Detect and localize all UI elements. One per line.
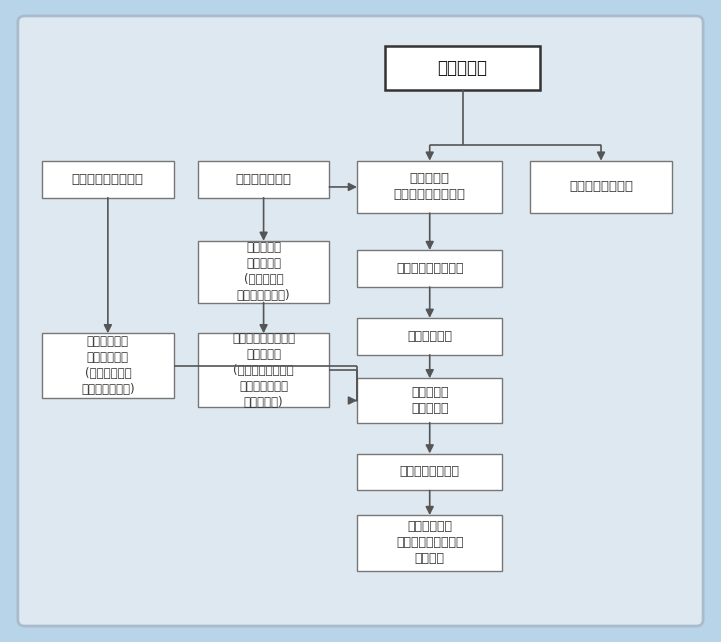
FancyBboxPatch shape	[357, 515, 503, 571]
FancyBboxPatch shape	[42, 333, 174, 398]
Text: 売掛金勘定: 売掛金勘定	[438, 58, 487, 76]
FancyBboxPatch shape	[198, 241, 329, 302]
Text: プロジェクトの管理: プロジェクトの管理	[72, 173, 144, 186]
FancyBboxPatch shape	[357, 160, 503, 213]
FancyBboxPatch shape	[530, 160, 672, 213]
Text: 売掛金勘定の決算: 売掛金勘定の決算	[569, 180, 633, 193]
Text: 顧客への請求: 顧客への請求	[407, 330, 452, 343]
Text: 照会および
見積の処理
(販売および
マーケティング): 照会および 見積の処理 (販売および マーケティング)	[236, 241, 291, 302]
Text: 顧客の前払いの処理: 顧客の前払いの処理	[396, 262, 464, 275]
FancyBboxPatch shape	[198, 160, 329, 198]
Text: 請求と支払の決済: 請求と支払の決済	[399, 465, 460, 478]
FancyBboxPatch shape	[198, 333, 329, 407]
Text: 顧客支払の
受入と入力: 顧客支払の 受入と入力	[411, 386, 448, 415]
FancyBboxPatch shape	[357, 378, 503, 422]
FancyBboxPatch shape	[357, 453, 503, 490]
Text: 製品または
サービスの代金回収: 製品または サービスの代金回収	[394, 173, 466, 202]
FancyBboxPatch shape	[385, 46, 541, 90]
FancyBboxPatch shape	[42, 160, 174, 198]
FancyBboxPatch shape	[357, 318, 503, 355]
FancyBboxPatch shape	[18, 16, 703, 626]
Text: 注文の取得、入力、
および検証
(販売およびマーケ
ティングまたは
売掛金勘定): 注文の取得、入力、 および検証 (販売およびマーケ ティングまたは 売掛金勘定)	[232, 332, 295, 409]
FancyBboxPatch shape	[357, 250, 503, 287]
Text: プロジェクト
請求書の生成
(プロジェクト
管理および会計): プロジェクト 請求書の生成 (プロジェクト 管理および会計)	[81, 335, 135, 396]
Text: 期限切れ顧客
請求書の管理および
代金収集: 期限切れ顧客 請求書の管理および 代金収集	[396, 521, 464, 566]
Text: 販売注文の処理: 販売注文の処理	[236, 173, 291, 186]
